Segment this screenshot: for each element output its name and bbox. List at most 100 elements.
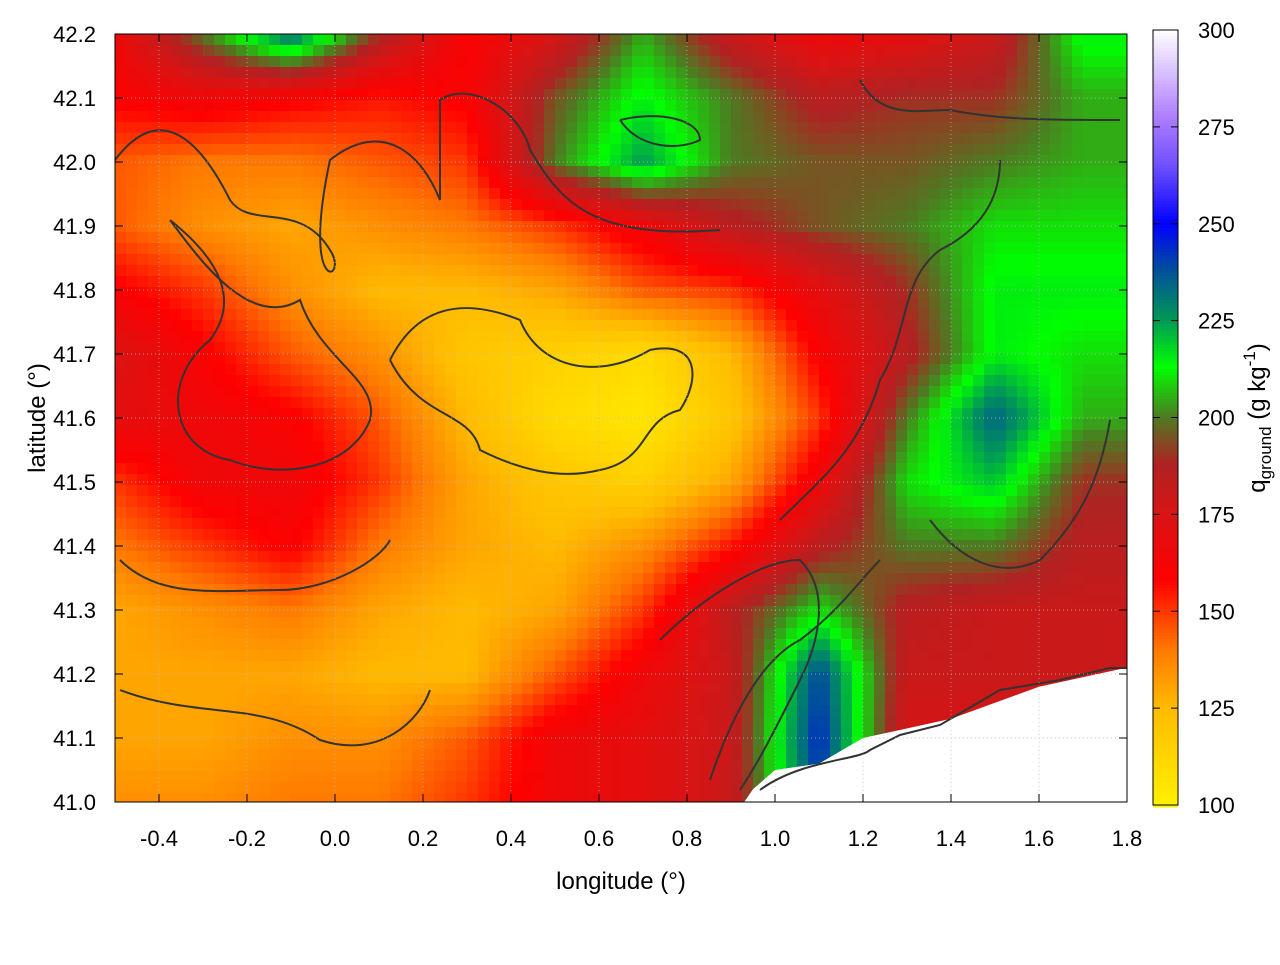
heatmap-cell [808,89,820,101]
heatmap-cell [621,287,633,299]
heatmap-cell [786,100,798,112]
heatmap-cell [742,309,754,321]
heatmap-cell [522,518,534,530]
heatmap-cell [159,309,171,321]
heatmap-cell [929,133,941,145]
heatmap-cell [764,298,776,310]
heatmap-cell [632,386,644,398]
heatmap-cell [764,397,776,409]
heatmap-cell [291,166,303,178]
heatmap-cell [698,617,710,629]
heatmap-cell [533,551,545,563]
heatmap-cell [643,452,655,464]
heatmap-cell [753,353,765,365]
heatmap-cell [1061,397,1073,409]
heatmap-cell [115,606,127,618]
heatmap-cell [929,353,941,365]
heatmap-cell [764,122,776,134]
heatmap-cell [720,34,732,46]
heatmap-cell [962,342,974,354]
heatmap-cell [335,441,347,453]
heatmap-cell [907,254,919,266]
heatmap-cell [269,364,281,376]
heatmap-cell [962,78,974,90]
heatmap-cell [126,78,138,90]
heatmap-cell [170,188,182,200]
heatmap-cell [324,496,336,508]
heatmap-cell [995,133,1007,145]
heatmap-cell [291,529,303,541]
heatmap-cell [874,617,886,629]
heatmap-cell [324,540,336,552]
heatmap-cell [346,419,358,431]
heatmap-cell [544,540,556,552]
heatmap-cell [1039,155,1051,167]
heatmap-cell [1116,595,1128,607]
heatmap-cell [841,122,853,134]
heatmap-cell [830,353,842,365]
heatmap-cell [632,89,644,101]
heatmap-cell [390,496,402,508]
heatmap-cell [577,56,589,68]
heatmap-cell [588,199,600,211]
heatmap-cell [984,67,996,79]
heatmap-cell [456,342,468,354]
heatmap-cell [203,100,215,112]
heatmap-cell [896,254,908,266]
heatmap-cell [720,386,732,398]
heatmap-cell [324,474,336,486]
heatmap-cell [962,419,974,431]
heatmap-cell [478,232,490,244]
heatmap-cell [1094,188,1106,200]
heatmap-cell [368,496,380,508]
heatmap-cell [885,408,897,420]
heatmap-cell [665,617,677,629]
heatmap-cell [1050,408,1062,420]
heatmap-cell [676,441,688,453]
heatmap-cell [346,628,358,640]
heatmap-cell [1072,78,1084,90]
heatmap-cell [258,265,270,277]
heatmap-cell [885,122,897,134]
heatmap-cell [368,529,380,541]
heatmap-cell [269,342,281,354]
heatmap-cell [159,375,171,387]
heatmap-cell [489,595,501,607]
heatmap-cell [291,287,303,299]
heatmap-cell [1017,595,1029,607]
heatmap-cell [445,177,457,189]
heatmap-cell [1061,309,1073,321]
heatmap-cell [687,551,699,563]
heatmap-cell [687,408,699,420]
heatmap-cell [1006,210,1018,222]
heatmap-cell [148,386,160,398]
heatmap-cell [940,177,952,189]
heatmap-cell [566,45,578,57]
heatmap-cell [313,606,325,618]
heatmap-cell [225,34,237,46]
heatmap-cell [874,408,886,420]
heatmap-cell [126,254,138,266]
heatmap-cell [1072,298,1084,310]
heatmap-cell [797,551,809,563]
heatmap-cell [775,529,787,541]
heatmap-cell [159,320,171,332]
heatmap-cell [346,408,358,420]
heatmap-cell [1083,606,1095,618]
heatmap-cell [137,551,149,563]
heatmap-cell [742,45,754,57]
heatmap-cell [566,243,578,255]
heatmap-cell [258,67,270,79]
heatmap-cell [258,386,270,398]
heatmap-cell [852,606,864,618]
heatmap-cell [456,243,468,255]
heatmap-cell [973,507,985,519]
heatmap-cell [973,276,985,288]
heatmap-cell [962,595,974,607]
heatmap-cell [830,364,842,376]
heatmap-cell [951,111,963,123]
heatmap-cell [115,188,127,200]
heatmap-cell [390,584,402,596]
heatmap-cell [973,419,985,431]
heatmap-cell [335,518,347,530]
